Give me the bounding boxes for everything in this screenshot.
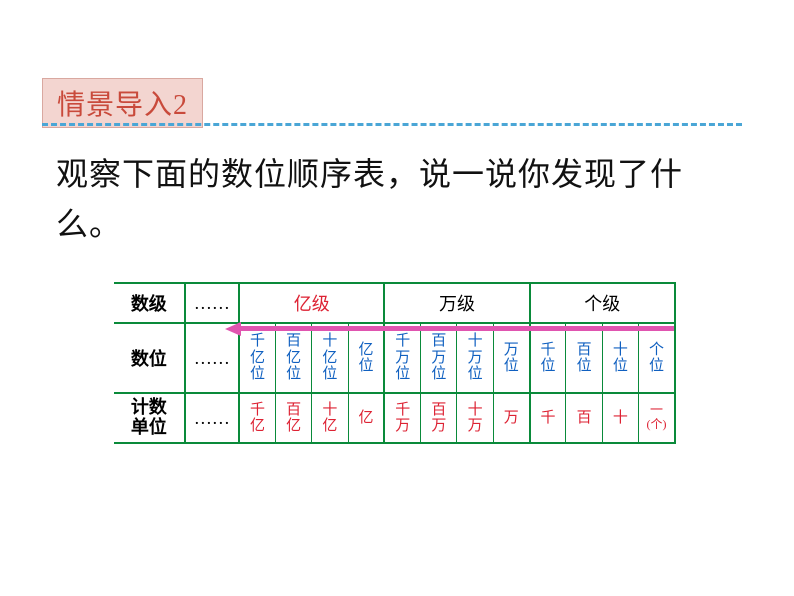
instruction-text: 观察下面的数位顺序表，说一说你发现了什么。 — [56, 150, 716, 249]
unit-shiyi: 十亿 — [312, 393, 348, 443]
place-yi: 亿位 — [348, 323, 384, 393]
unit-wan: 万 — [493, 393, 529, 443]
unit-qian: 千 — [530, 393, 566, 443]
direction-arrow — [239, 326, 674, 331]
place-value-table-wrap: 数级 …… 亿级 万级 个级 数位 …… 千亿位 百亿位 十亿位 亿位 千万位 … — [114, 282, 676, 444]
place-wan: 万位 — [493, 323, 529, 393]
unit-shiwan: 十万 — [457, 393, 493, 443]
group-wan: 万级 — [384, 283, 529, 323]
place-baiwan: 百万位 — [421, 323, 457, 393]
row-label-unit: 计数单位 — [114, 393, 185, 443]
group-yi: 亿级 — [239, 283, 384, 323]
place-shiwan: 十万位 — [457, 323, 493, 393]
place-value-table: 数级 …… 亿级 万级 个级 数位 …… 千亿位 百亿位 十亿位 亿位 千万位 … — [114, 282, 676, 444]
unit-qianyi: 千亿 — [239, 393, 275, 443]
unit-bai: 百 — [566, 393, 602, 443]
unit-shi: 十 — [602, 393, 638, 443]
dashed-divider — [42, 123, 742, 126]
unit-ge: 一(个) — [639, 393, 675, 443]
place-qianwan: 千万位 — [384, 323, 420, 393]
unit-baiyi: 百亿 — [275, 393, 311, 443]
row-label-level: 数级 — [114, 283, 185, 323]
place-shi: 十位 — [602, 323, 638, 393]
place-ge: 个位 — [639, 323, 675, 393]
row-label-place: 数位 — [114, 323, 185, 393]
ellipsis-level: …… — [185, 283, 239, 323]
group-ge: 个级 — [530, 283, 675, 323]
place-qianyi: 千亿位 — [239, 323, 275, 393]
place-baiyi: 百亿位 — [275, 323, 311, 393]
section-title: 情景导入2 — [57, 90, 188, 121]
section-title-box: 情景导入2 — [42, 78, 203, 128]
place-bai: 百位 — [566, 323, 602, 393]
place-shiyi: 十亿位 — [312, 323, 348, 393]
place-qian: 千位 — [530, 323, 566, 393]
unit-qianwan: 千万 — [384, 393, 420, 443]
ellipsis-unit: …… — [185, 393, 239, 443]
unit-baiwan: 百万 — [421, 393, 457, 443]
unit-yi: 亿 — [348, 393, 384, 443]
